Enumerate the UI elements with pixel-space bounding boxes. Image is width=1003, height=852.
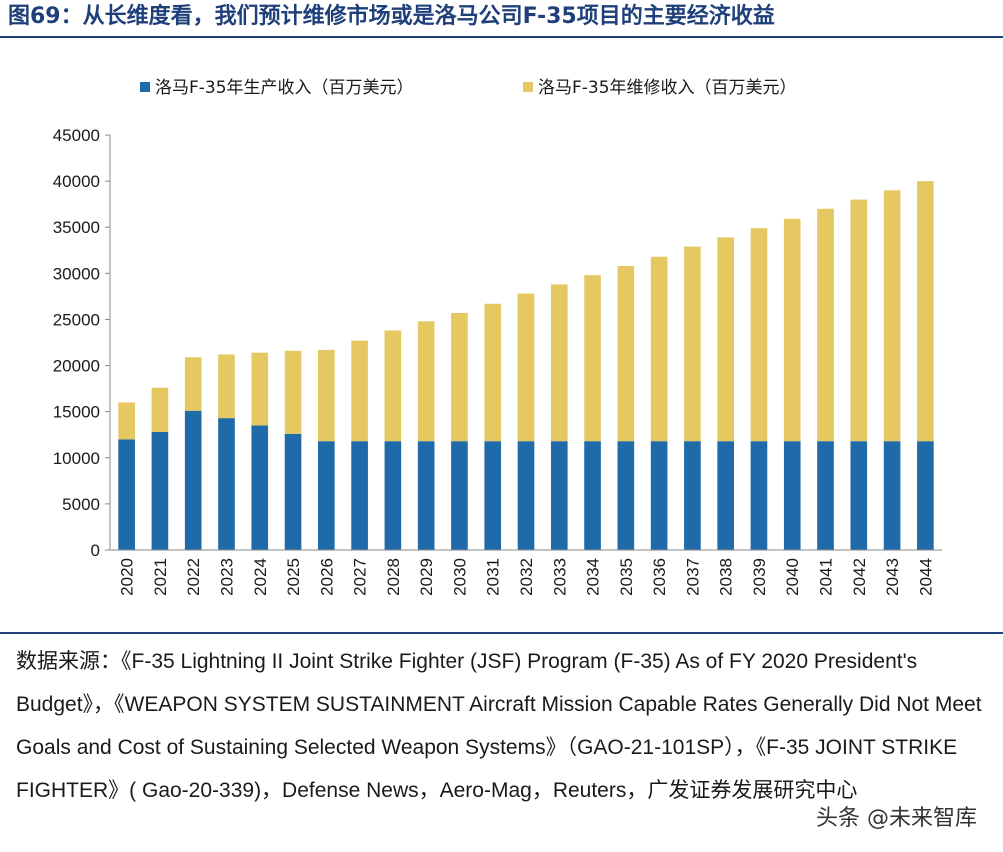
- bar-production: [617, 441, 635, 550]
- bar-production: [550, 441, 568, 550]
- legend-label: 洛马F-35年维修收入（百万美元）: [538, 78, 797, 98]
- bar-maintenance: [584, 275, 601, 442]
- watermark: 头条 @未来智库: [812, 800, 981, 832]
- bar-maintenance: [318, 349, 335, 442]
- x-tick-label: 2022: [184, 558, 203, 596]
- bar-production: [251, 425, 269, 550]
- bar-production: [118, 439, 135, 550]
- x-tick-label: 2033: [550, 558, 569, 596]
- bar-production: [151, 431, 169, 550]
- y-tick-label: 0: [91, 541, 100, 560]
- bar-production: [284, 433, 302, 550]
- bar-maintenance: [750, 228, 768, 442]
- bar-production: [218, 418, 235, 550]
- bar-production: [817, 441, 834, 550]
- x-tick-label: 2035: [617, 558, 636, 596]
- bar-production: [484, 441, 502, 550]
- x-tick-label: 2027: [351, 558, 370, 596]
- bar-maintenance: [717, 237, 734, 442]
- x-tick-label: 2025: [284, 558, 303, 596]
- x-tick-label: 2029: [417, 558, 436, 596]
- legend-swatch: [140, 82, 150, 92]
- y-tick-label: 15000: [53, 403, 100, 422]
- x-tick-label: 2043: [883, 558, 902, 596]
- x-tick-label: 2026: [317, 558, 336, 596]
- bar-production: [451, 441, 468, 550]
- y-tick-label: 10000: [53, 449, 100, 468]
- bar-production: [184, 410, 202, 550]
- x-tick-label: 2030: [450, 558, 469, 596]
- bar-maintenance: [684, 246, 701, 442]
- bar-maintenance: [517, 293, 535, 442]
- bar-production: [850, 441, 868, 550]
- bar-production: [684, 441, 701, 550]
- bar-maintenance: [451, 312, 468, 442]
- bar-production: [717, 441, 734, 550]
- y-tick-label: 20000: [53, 357, 100, 376]
- bar-maintenance: [783, 218, 801, 442]
- bar-maintenance: [917, 181, 934, 442]
- x-tick-label: 2028: [384, 558, 403, 596]
- bar-production: [384, 441, 402, 550]
- bar-production: [318, 441, 335, 550]
- bar-maintenance: [251, 352, 269, 426]
- x-tick-label: 2034: [584, 558, 603, 596]
- x-tick-label: 2041: [817, 558, 836, 596]
- x-tick-label: 2036: [650, 558, 669, 596]
- bar-production: [650, 441, 668, 550]
- x-tick-label: 2024: [251, 558, 270, 596]
- bar-maintenance: [218, 354, 235, 419]
- bar-production: [883, 441, 901, 550]
- source-rule: [0, 632, 1003, 634]
- bar-maintenance: [184, 357, 202, 411]
- y-tick-label: 35000: [53, 218, 100, 237]
- x-tick-label: 2020: [118, 558, 137, 596]
- y-tick-label: 30000: [53, 264, 100, 283]
- bar-maintenance: [151, 387, 169, 432]
- figure-title: 图69：从长维度看，我们预计维修市场或是洛马公司F-35项目的主要经济收益: [8, 4, 775, 29]
- source-note: 数据来源：《F-35 Lightning II Joint Strike Fig…: [16, 650, 982, 802]
- bar-maintenance: [550, 284, 568, 442]
- y-tick-label: 5000: [62, 495, 100, 514]
- bar-maintenance: [118, 402, 135, 440]
- bar-maintenance: [817, 208, 834, 442]
- bar-maintenance: [850, 199, 868, 442]
- x-tick-label: 2038: [717, 558, 736, 596]
- bar-maintenance: [284, 350, 302, 434]
- bar-production: [917, 441, 934, 550]
- x-tick-label: 2021: [151, 558, 170, 596]
- y-tick-label: 25000: [53, 310, 100, 329]
- x-tick-label: 2039: [750, 558, 769, 596]
- bar-maintenance: [883, 190, 901, 442]
- x-tick-label: 2040: [783, 558, 802, 596]
- x-tick-label: 2044: [916, 558, 935, 596]
- title-rule: [0, 36, 1003, 38]
- x-tick-label: 2031: [484, 558, 503, 596]
- bar-production: [517, 441, 535, 550]
- x-tick-label: 2037: [683, 558, 702, 596]
- bar-production: [783, 441, 801, 550]
- legend-swatch: [523, 82, 533, 92]
- bar-maintenance: [617, 265, 635, 442]
- bar-production: [750, 441, 768, 550]
- bar-maintenance: [417, 321, 435, 442]
- stacked-bar-chart: 洛马F-35年生产收入（百万美元） 洛马F-35年维修收入（百万美元） 0 5000 1…: [53, 78, 942, 596]
- y-tick-label: 45000: [53, 126, 100, 145]
- x-tick-label: 2042: [850, 558, 869, 596]
- y-tick-label: 40000: [53, 172, 100, 191]
- bar-maintenance: [484, 303, 502, 442]
- legend-label: 洛马F-35年生产收入（百万美元）: [155, 78, 414, 98]
- bar-maintenance: [351, 340, 368, 442]
- bar-production: [584, 441, 601, 550]
- bar-maintenance: [384, 330, 402, 442]
- x-tick-label: 2032: [517, 558, 536, 596]
- bar-maintenance: [650, 256, 668, 442]
- x-tick-label: 2023: [217, 558, 236, 596]
- bar-production: [351, 441, 368, 550]
- bar-production: [417, 441, 435, 550]
